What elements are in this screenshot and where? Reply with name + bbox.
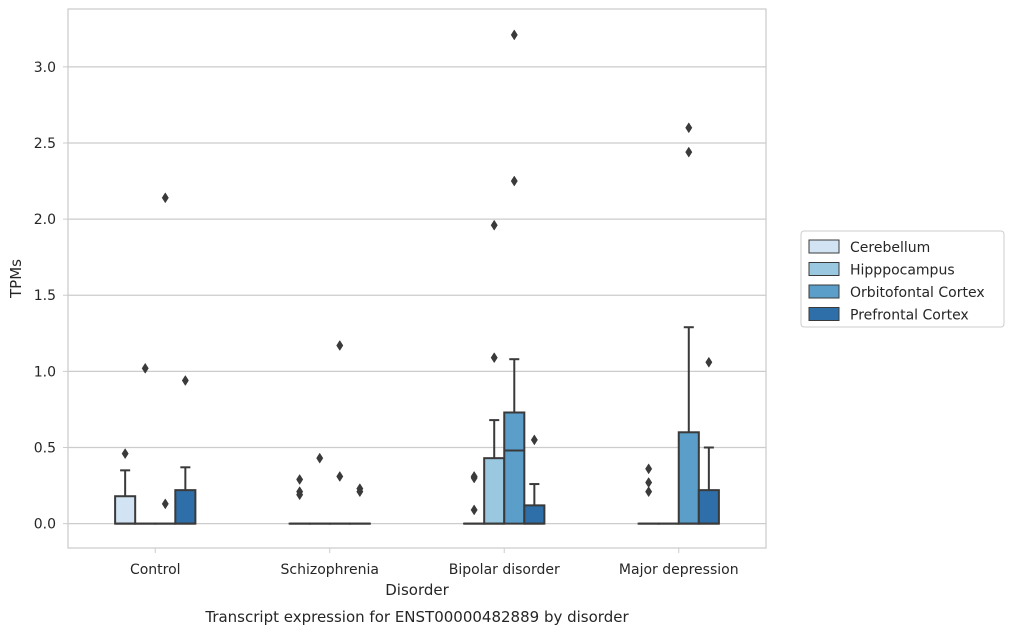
outlier-point bbox=[470, 470, 478, 482]
x-axis-ticks: Control Schizophrenia Bipolar disorder Majo… bbox=[130, 548, 739, 578]
box-orbitofontal-cortex bbox=[503, 29, 526, 525]
box-cerebellum bbox=[637, 463, 660, 525]
category-group bbox=[288, 340, 371, 525]
x-axis-label: Disorder bbox=[385, 581, 449, 599]
box-orbitofontal-cortex bbox=[154, 192, 177, 525]
legend-frame bbox=[800, 230, 1005, 328]
outlier-point bbox=[296, 474, 304, 485]
legend-swatch bbox=[808, 307, 840, 321]
box-hipppocampus bbox=[134, 362, 157, 525]
x-tick-label: Control bbox=[130, 562, 181, 578]
outlier-point bbox=[490, 352, 498, 364]
outlier-point bbox=[356, 483, 364, 495]
y-tick-label: 1.0 bbox=[34, 364, 56, 380]
box-prefrontal-cortex bbox=[697, 356, 720, 525]
box-hipppocampus bbox=[308, 452, 331, 525]
outlier-point bbox=[470, 504, 478, 516]
box-prefrontal-cortex bbox=[523, 434, 546, 525]
x-tick-label: Schizophrenia bbox=[281, 562, 379, 578]
y-axis-ticks: 0.0 0.5 1.0 1.5 2.0 2.5 3.0 bbox=[34, 60, 68, 533]
box-rect bbox=[114, 495, 137, 525]
category-group bbox=[114, 192, 197, 525]
outlier-point bbox=[645, 477, 653, 488]
outlier-point bbox=[645, 486, 653, 498]
box-hipppocampus bbox=[483, 219, 506, 525]
box-groups bbox=[114, 29, 720, 525]
outlier-point bbox=[530, 434, 538, 446]
outlier-point bbox=[121, 448, 129, 460]
outlier-point bbox=[510, 29, 518, 41]
legend-label: Hipppocampus bbox=[850, 263, 955, 279]
outlier-point bbox=[161, 498, 169, 510]
box-prefrontal-cortex bbox=[174, 375, 197, 525]
outlier-point bbox=[510, 175, 518, 187]
box-prefrontal-cortex bbox=[348, 483, 371, 525]
legend-label: Cerebellum bbox=[850, 240, 930, 256]
box-rect bbox=[483, 457, 506, 525]
outlier-point bbox=[685, 146, 693, 158]
box-cerebellum bbox=[288, 474, 311, 525]
box-cerebellum bbox=[463, 470, 486, 525]
y-tick-label: 1.5 bbox=[34, 288, 56, 304]
box-rect bbox=[677, 431, 700, 525]
legend-swatch bbox=[808, 284, 840, 299]
y-axis-label: TPMs bbox=[7, 259, 25, 299]
box-cerebellum bbox=[114, 448, 137, 525]
outlier-point bbox=[645, 463, 653, 475]
y-tick-label: 2.5 bbox=[34, 136, 56, 152]
y-tick-label: 3.0 bbox=[34, 60, 56, 76]
grid-lines bbox=[68, 66, 766, 525]
legend-swatch bbox=[808, 239, 840, 254]
outlier-point bbox=[161, 192, 169, 204]
outlier-point bbox=[490, 219, 498, 231]
y-tick-label: 0.0 bbox=[34, 517, 56, 533]
legend-label: Orbitofontal Cortex bbox=[850, 285, 985, 301]
outlier-point bbox=[685, 122, 693, 134]
outlier-point bbox=[296, 486, 304, 498]
y-tick-label: 0.5 bbox=[34, 441, 56, 457]
y-tick-label: 2.0 bbox=[34, 212, 56, 228]
plot-frame bbox=[67, 8, 767, 549]
box-rect bbox=[523, 504, 546, 525]
outlier-point bbox=[336, 470, 344, 482]
legend-swatch bbox=[808, 262, 840, 276]
legend: Cerebellum Hipppocampus Orbitofontal Corte… bbox=[800, 230, 1005, 328]
x-tick-label: Bipolar disorder bbox=[449, 562, 560, 578]
legend-label: Prefrontal Cortex bbox=[850, 308, 969, 324]
outlier-point bbox=[141, 362, 149, 374]
chart-caption: Transcript expression for ENST0000048288… bbox=[204, 608, 629, 626]
outlier-point bbox=[705, 356, 713, 368]
box-orbitofontal-cortex bbox=[677, 122, 700, 525]
box-rect bbox=[174, 489, 197, 525]
box-orbitofontal-cortex bbox=[328, 340, 351, 525]
outlier-point bbox=[336, 340, 344, 351]
outlier-point bbox=[181, 375, 189, 386]
x-tick-label: Major depression bbox=[619, 562, 739, 578]
category-group bbox=[463, 29, 546, 525]
box-rect bbox=[697, 489, 720, 525]
outlier-point bbox=[316, 452, 324, 464]
box-rect bbox=[503, 411, 526, 525]
category-group bbox=[637, 122, 720, 525]
